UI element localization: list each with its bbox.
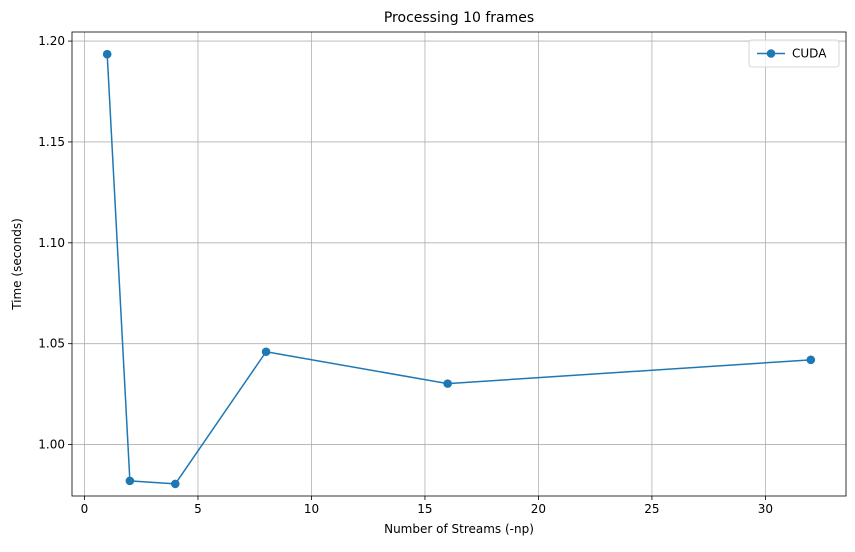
- legend-box: [748, 39, 840, 68]
- x-tick-label: 20: [531, 502, 546, 516]
- ticks: 0 5 10 15 20 25 30 1.00 1.05 1.10 1.15 1.20: [38, 34, 773, 516]
- data-point: [443, 379, 452, 388]
- series: [102, 49, 816, 489]
- x-tick-label: 15: [417, 502, 432, 516]
- data-point: [102, 49, 112, 59]
- series-line: [106, 54, 811, 485]
- x-tick-label: 25: [644, 502, 659, 516]
- y-tick-label: 1.10: [38, 236, 65, 250]
- data-point: [125, 476, 135, 486]
- y-tick-label: 1.15: [38, 135, 65, 149]
- x-tick-label: 0: [81, 502, 89, 516]
- y-tick-label: 1.00: [38, 438, 65, 452]
- x-axis-label: Number of Streams (-np): [384, 522, 534, 536]
- legend-marker: [766, 49, 776, 58]
- legend-label: CUDA: [792, 47, 827, 61]
- axes-frame: [71, 31, 847, 497]
- data-point: [170, 479, 180, 489]
- plot-area-border: [71, 31, 847, 497]
- x-tick-label: 5: [194, 502, 202, 516]
- x-tick-label: 10: [304, 502, 319, 516]
- chart-title: Processing 10 frames: [384, 10, 534, 26]
- legend: CUDA: [748, 39, 840, 68]
- y-tick-label: 1.05: [38, 337, 65, 351]
- data-point: [261, 347, 271, 357]
- y-tick-label: 1.20: [38, 34, 65, 48]
- x-tick-label: 30: [758, 502, 773, 516]
- grid: [72, 32, 846, 496]
- data-point: [806, 355, 816, 365]
- y-axis-label: Time (seconds): [10, 218, 24, 311]
